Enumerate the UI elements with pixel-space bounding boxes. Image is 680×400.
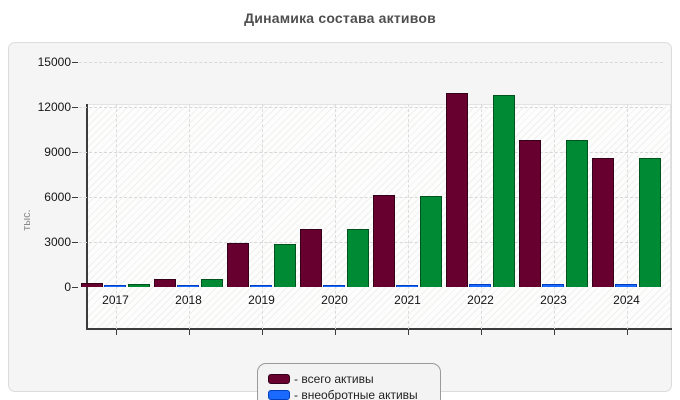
y-tick-label: 3000 (44, 235, 71, 249)
y-axis-line (86, 104, 88, 330)
bar-2024-series-0 (592, 158, 614, 287)
x-tick-mark (407, 330, 409, 335)
bar-2023-series-1 (542, 284, 565, 287)
bar-2021-series-0 (373, 195, 395, 287)
legend-item-noncurrent: - внеобротные активы (268, 387, 440, 400)
bar-2021-series-1 (396, 285, 419, 287)
x-tick-mark (188, 330, 190, 335)
x-axis-line (86, 328, 672, 330)
bar-2022-series-0 (446, 93, 468, 287)
x-tick-label: 2019 (248, 293, 275, 307)
legend-label-noncurrent: - внеобротные активы (294, 388, 418, 400)
y-axis-title: тыс. (21, 209, 33, 231)
v-gridline (261, 104, 263, 329)
x-tick-mark (261, 330, 263, 335)
y-tick-label: 15000 (37, 55, 71, 69)
v-gridline (407, 104, 409, 329)
h-gridline (79, 62, 663, 63)
total-assets-swatch-icon (268, 374, 290, 384)
bar-2018-series-0 (154, 279, 176, 287)
y-tick-mark (72, 62, 78, 63)
x-tick-mark (480, 330, 482, 335)
bar-2022-series-1 (469, 284, 492, 287)
bar-2020-series-1 (323, 285, 346, 287)
x-tick-label: 2017 (102, 293, 129, 307)
bar-2023-series-0 (519, 140, 541, 287)
x-tick-mark (334, 330, 336, 335)
noncurrent-assets-swatch-icon (268, 390, 290, 400)
legend-item-total: - всего активы (268, 371, 440, 387)
bar-2020-series-0 (300, 229, 322, 287)
v-gridline (115, 104, 117, 329)
y-tick-mark (72, 152, 78, 153)
y-tick-mark (72, 197, 78, 198)
chart-title: Динамика состава активов (244, 10, 436, 26)
chart-panel: тыс. - всего активы - внеобротные активы… (8, 42, 672, 400)
y-tick-label: 9000 (44, 145, 71, 159)
x-tick-mark (115, 330, 117, 335)
legend-label-total: - всего активы (294, 372, 374, 386)
bar-2024-series-1 (615, 284, 638, 287)
bar-2019-series-2 (273, 244, 296, 287)
bar-2024-series-2 (638, 158, 661, 287)
bar-2019-series-0 (227, 243, 249, 287)
y-tick-label: 0 (64, 280, 71, 294)
bar-2020-series-2 (346, 229, 369, 287)
x-tick-label: 2021 (394, 293, 421, 307)
bar-2021-series-2 (419, 196, 442, 287)
y-tick-label: 12000 (37, 100, 71, 114)
bar-2023-series-2 (565, 140, 588, 287)
x-tick-label: 2024 (613, 293, 640, 307)
y-tick-mark (72, 242, 78, 243)
bar-2017-series-2 (127, 284, 150, 287)
y-tick-mark (72, 107, 78, 108)
h-gridline (79, 107, 663, 108)
v-gridline (334, 104, 336, 329)
y-tick-mark (72, 287, 78, 288)
y-tick-label: 6000 (44, 190, 71, 204)
x-tick-label: 2023 (540, 293, 567, 307)
x-tick-mark (553, 330, 555, 335)
bar-2017-series-0 (81, 283, 103, 287)
x-tick-label: 2022 (467, 293, 494, 307)
v-gridline (188, 104, 190, 329)
bar-2018-series-1 (177, 285, 200, 287)
bar-2019-series-1 (250, 285, 273, 287)
x-tick-label: 2020 (321, 293, 348, 307)
h-gridline (79, 197, 663, 198)
v-gridline (480, 104, 482, 329)
h-gridline (79, 242, 663, 243)
bar-2022-series-2 (492, 95, 515, 287)
bar-2018-series-2 (200, 279, 223, 287)
x-tick-label: 2018 (175, 293, 202, 307)
legend: - всего активы - внеобротные активы - об… (257, 363, 441, 400)
h-gridline (79, 152, 663, 153)
v-gridline (626, 104, 628, 329)
x-tick-mark (626, 330, 628, 335)
bar-2017-series-1 (104, 285, 127, 287)
v-gridline (553, 104, 555, 329)
